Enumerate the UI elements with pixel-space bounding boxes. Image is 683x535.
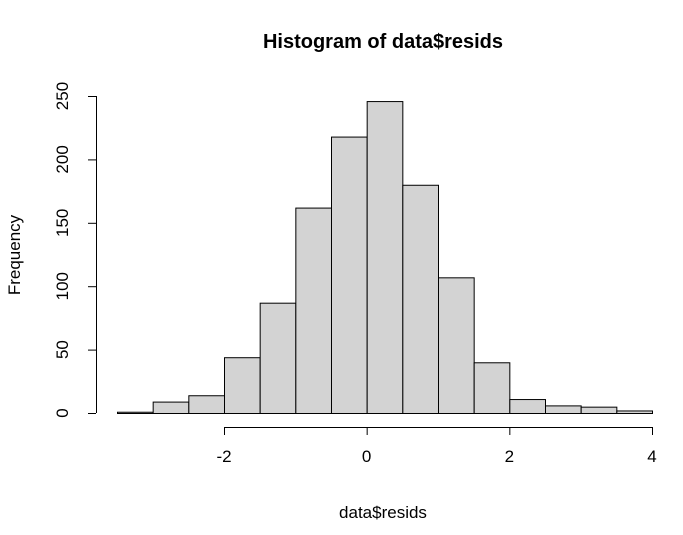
histogram-bar <box>580 406 618 415</box>
x-axis-label: data$resids <box>339 503 427 522</box>
y-tick-label: 150 <box>53 209 72 237</box>
histogram-bar <box>402 184 440 414</box>
histogram-bar <box>117 411 154 414</box>
chart-title: Histogram of data$resids <box>263 31 503 53</box>
histogram-bar <box>188 395 225 414</box>
y-tick-label: 0 <box>53 408 72 417</box>
histogram-bar <box>152 401 190 415</box>
x-tick-label: 4 <box>647 447 656 466</box>
histogram-bar <box>366 101 404 415</box>
histogram-bar <box>616 410 653 414</box>
histogram-bar <box>331 136 368 415</box>
y-tick-label: 100 <box>53 272 72 300</box>
x-axis: -2 0 2 4 <box>216 427 657 466</box>
histogram-bar <box>259 302 297 414</box>
x-tick-label: -2 <box>216 447 231 466</box>
histogram-bar <box>295 207 333 414</box>
histogram-bar <box>224 357 261 415</box>
bars-group <box>117 101 653 415</box>
histogram-bar <box>473 362 511 414</box>
histogram-bar <box>545 405 582 414</box>
histogram-bar <box>509 399 547 415</box>
y-tick-label: 250 <box>53 82 72 110</box>
y-axis: 0 50 100 150 200 250 <box>53 82 97 418</box>
x-tick-label: 2 <box>505 447 514 466</box>
y-tick-label: 200 <box>53 145 72 173</box>
x-tick-label: 0 <box>362 447 371 466</box>
histogram-bar <box>438 277 475 414</box>
y-axis-label: Frequency <box>5 214 24 295</box>
y-tick-label: 50 <box>53 340 72 359</box>
